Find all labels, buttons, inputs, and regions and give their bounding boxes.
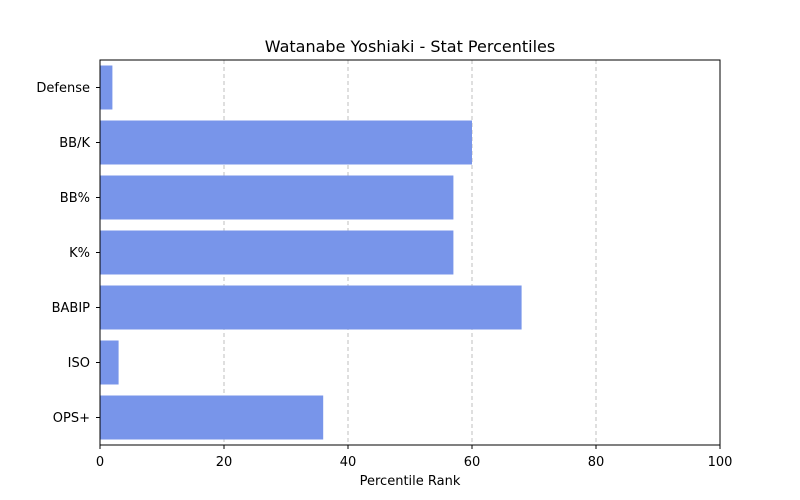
bar [100,120,472,165]
x-tick-label: 100 [708,455,733,470]
bar [100,395,324,440]
bar [100,230,454,275]
chart-title: Watanabe Yoshiaki - Stat Percentiles [265,37,555,56]
x-tick-label: 80 [588,455,605,470]
y-tick-label: BB% [60,191,90,206]
bar [100,340,119,385]
x-tick-label: 20 [216,455,233,470]
bar [100,175,454,220]
y-tick-label: Defense [36,81,90,96]
y-tick-label: BB/K [59,136,90,151]
y-axis: Defense BB/K BB% K% BABIP ISO OPS+ [36,81,100,426]
y-tick-label: BABIP [52,301,91,316]
x-tick-label: 40 [340,455,357,470]
x-tick-label: 60 [464,455,481,470]
x-axis: 0 20 40 60 80 100 [96,445,733,470]
x-axis-label: Percentile Rank [360,474,461,489]
bar [100,65,113,110]
bar [100,285,522,330]
y-tick-label: ISO [68,356,90,371]
y-tick-label: OPS+ [53,411,90,426]
bars [100,65,522,440]
x-tick-label: 0 [96,455,104,470]
y-tick-label: K% [69,246,90,261]
